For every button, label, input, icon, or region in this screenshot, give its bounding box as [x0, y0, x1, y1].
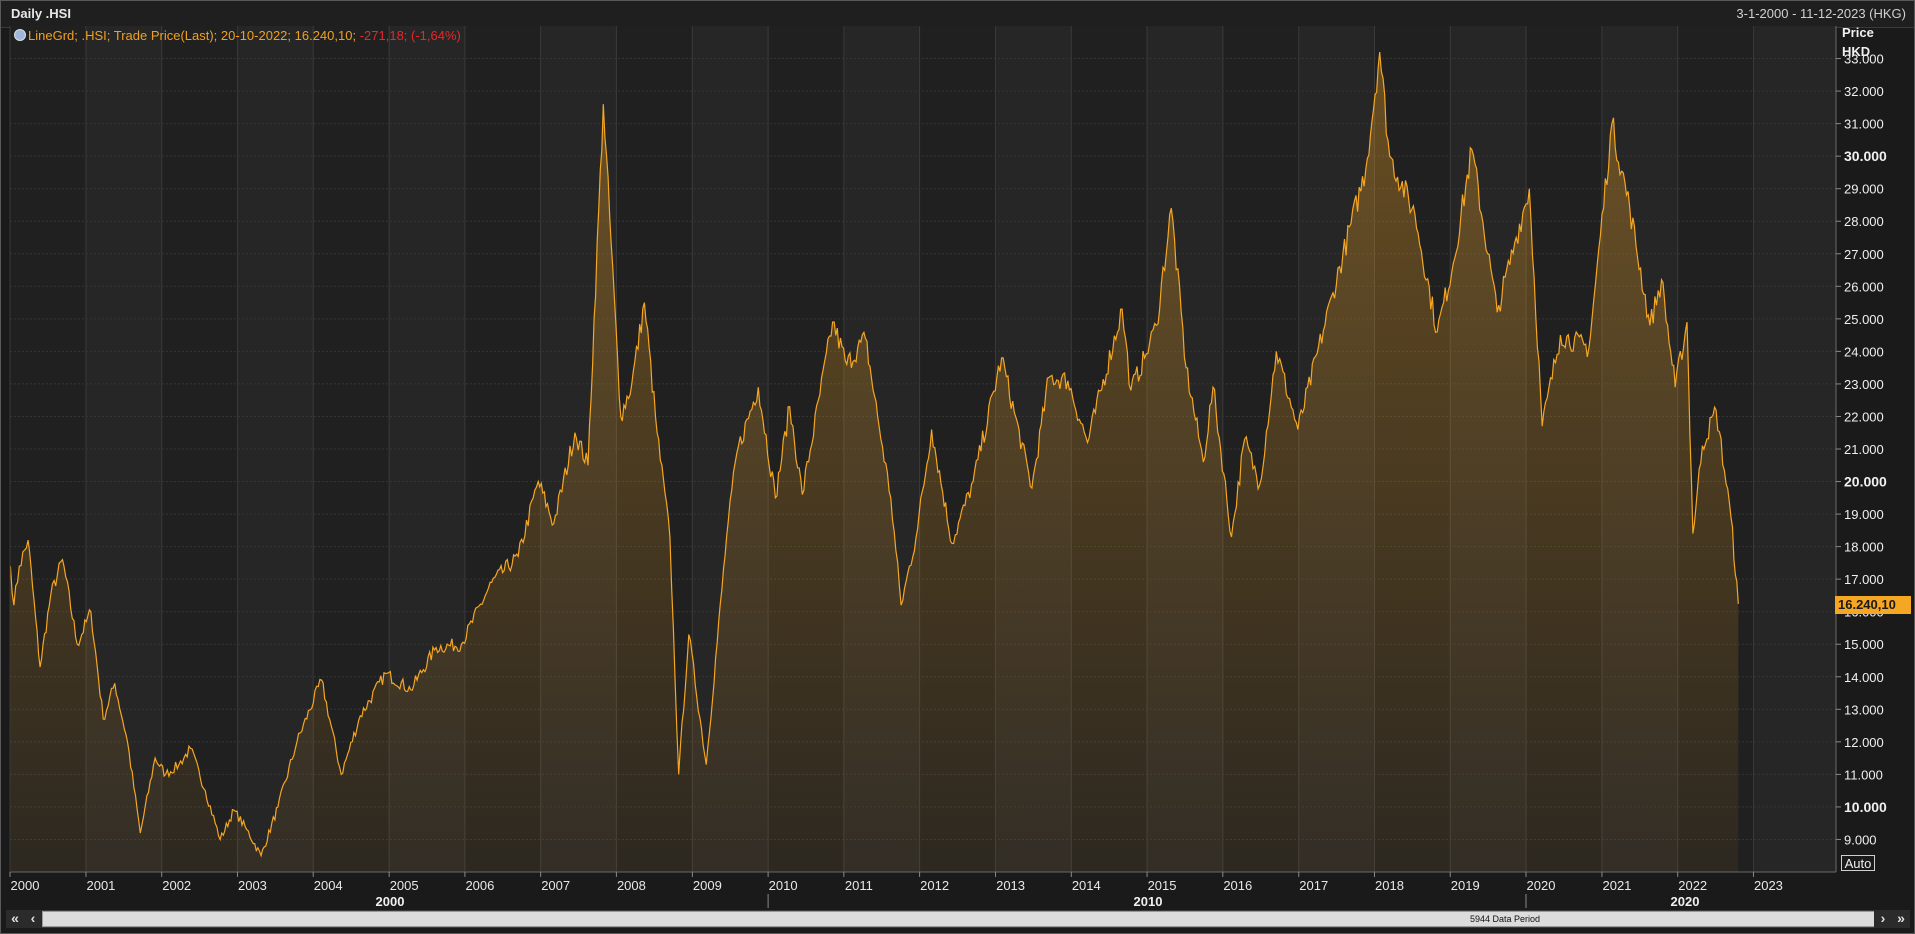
- y-tick-label: 21.000: [1844, 442, 1884, 457]
- y-tick-label: 25.000: [1844, 312, 1884, 327]
- x-group-label: 2010: [1134, 894, 1163, 909]
- y-tick-label: 24.000: [1844, 344, 1884, 359]
- last-price-badge: 16.240,10: [1835, 596, 1911, 614]
- x-tick-label: 2008: [617, 878, 646, 893]
- x-tick-label: 2020: [1527, 878, 1556, 893]
- y-tick-label: 22.000: [1844, 409, 1884, 424]
- price-area-fill: [10, 52, 1739, 872]
- y-tick-label: 15.000: [1844, 637, 1884, 652]
- x-group-label: 2020: [1671, 894, 1700, 909]
- y-tick-label: 19.000: [1844, 507, 1884, 522]
- clock-icon: [14, 29, 26, 41]
- y-tick-label: 33.000: [1844, 52, 1884, 67]
- x-tick-label: 2001: [86, 878, 115, 893]
- x-tick-label: 2015: [1148, 878, 1177, 893]
- double-chevron-left-icon[interactable]: «: [6, 910, 24, 928]
- scroll-track[interactable]: [42, 911, 1876, 927]
- x-tick-label: 2018: [1375, 878, 1404, 893]
- x-tick-label: 2007: [541, 878, 570, 893]
- y-tick-label: 30.000: [1844, 148, 1887, 164]
- legend-series-info: LineGrd; .HSI; Trade Price(Last); 20-10-…: [28, 28, 357, 43]
- x-tick-label: 2022: [1678, 878, 1707, 893]
- x-tick-label: 2011: [845, 878, 873, 893]
- x-tick-label: 2000: [11, 878, 40, 893]
- data-period-label: 5944 Data Period: [1470, 914, 1541, 924]
- x-tick-label: 2004: [314, 878, 343, 893]
- y-axis-label-currency: HKD: [1842, 44, 1871, 59]
- x-tick-label: 2003: [238, 878, 267, 893]
- y-tick-label: 26.000: [1844, 279, 1884, 294]
- price-line: [9, 51, 1739, 858]
- x-tick-label: 2019: [1451, 878, 1480, 893]
- y-tick-label: 10.000: [1844, 799, 1887, 815]
- double-chevron-right-icon[interactable]: »: [1892, 910, 1910, 928]
- title-bar: Daily .HSI 3-1-2000 - 11-12-2023 (HKG): [1, 1, 1914, 28]
- y-tick-label: 20.000: [1844, 474, 1887, 490]
- series-legend[interactable]: LineGrd; .HSI; Trade Price(Last); 20-10-…: [14, 28, 461, 43]
- y-axis-label-price: Price: [1842, 25, 1874, 40]
- y-tick-label: 17.000: [1844, 572, 1884, 587]
- chevron-left-icon[interactable]: ‹: [24, 910, 42, 928]
- x-tick-label: 2023: [1754, 878, 1783, 893]
- x-tick-label: 2006: [465, 878, 494, 893]
- y-tick-label: 28.000: [1844, 214, 1884, 229]
- x-tick-label: 2009: [693, 878, 722, 893]
- x-tick-label: 2010: [769, 878, 798, 893]
- x-tick-label: 2021: [1602, 878, 1631, 893]
- legend-change: -271,18; (-1,64%): [359, 28, 461, 43]
- y-tick-label: 29.000: [1844, 182, 1884, 197]
- y-tick-label: 31.000: [1844, 117, 1884, 132]
- y-tick-label: 14.000: [1844, 670, 1884, 685]
- x-tick-label: 2002: [162, 878, 191, 893]
- y-tick-label: 32.000: [1844, 84, 1884, 99]
- chart-title: Daily .HSI: [11, 6, 71, 21]
- chevron-right-icon[interactable]: ›: [1874, 910, 1892, 928]
- x-tick-label: 2016: [1223, 878, 1252, 893]
- x-tick-label: 2005: [390, 878, 419, 893]
- y-tick-label: 11.000: [1844, 767, 1883, 782]
- y-tick-label: 18.000: [1844, 540, 1884, 555]
- x-tick-label: 2017: [1299, 878, 1328, 893]
- x-group-label: 2000: [376, 894, 405, 909]
- y-tick-label: 12.000: [1844, 735, 1884, 750]
- y-tick-label: 13.000: [1844, 702, 1884, 717]
- x-tick-label: 2014: [1072, 878, 1101, 893]
- x-tick-label: 2013: [996, 878, 1025, 893]
- y-tick-label: 27.000: [1844, 247, 1884, 262]
- y-tick-label: 23.000: [1844, 377, 1884, 392]
- auto-scale-button[interactable]: Auto: [1841, 855, 1875, 871]
- x-tick-label: 2012: [920, 878, 949, 893]
- date-range: 3-1-2000 - 11-12-2023 (HKG): [1736, 6, 1906, 21]
- y-tick-label: 9.000: [1844, 832, 1877, 847]
